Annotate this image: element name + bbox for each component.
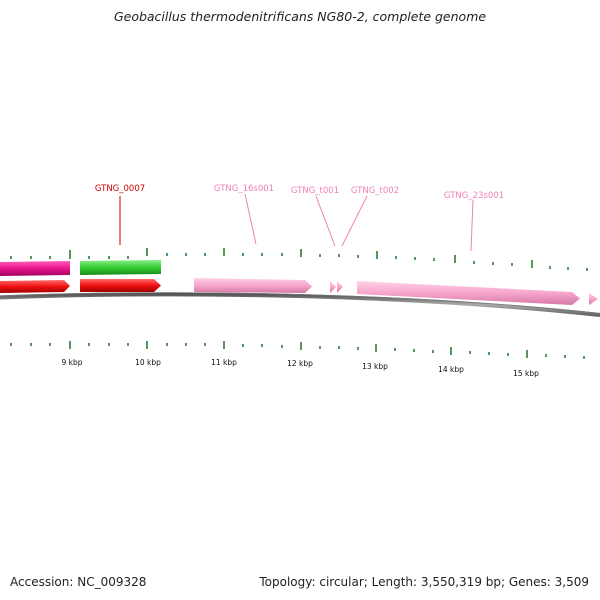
- scale-label-15kbp: 15 kbp: [513, 369, 539, 378]
- page-title: Geobacillus thermodenitrificans NG80-2, …: [113, 9, 487, 24]
- accession-text: Accession: NC_009328: [10, 575, 147, 589]
- upper-tick-track: [10, 248, 588, 271]
- scale-label-9kbp: 9 kbp: [61, 358, 82, 367]
- lower-tick-track: [10, 341, 585, 359]
- scale-label-10kbp: 10 kbp: [135, 358, 161, 367]
- gene-label-gtng-t002[interactable]: GTNG_t002: [351, 186, 399, 196]
- feature-green[interactable]: [80, 260, 161, 275]
- scale-label-14kbp: 14 kbp: [438, 365, 464, 374]
- genome-backbone: [0, 292, 600, 317]
- scale-label-11kbp: 11 kbp: [211, 358, 237, 367]
- gene-label-gtng-23s001[interactable]: GTNG_23s001: [444, 191, 504, 201]
- scale-label-13kbp: 13 kbp: [362, 362, 388, 371]
- gene-arrow-gtng-16s001[interactable]: [194, 278, 312, 293]
- gene-arrow-partial[interactable]: [589, 293, 598, 305]
- gene-arrow-gtng-23s001[interactable]: [357, 281, 580, 305]
- gene-arrow-gtng-0007[interactable]: [80, 279, 161, 292]
- scale-label-12kbp: 12 kbp: [287, 359, 313, 368]
- gene-label-gtng-t001[interactable]: GTNG_t001: [291, 186, 339, 196]
- gene-arrow-gtng-t001[interactable]: [330, 281, 336, 293]
- gene-arrow-gtng-t002[interactable]: [337, 281, 343, 293]
- gene-label-leaders: [119, 193, 474, 252]
- gene-label-gtng-16s001[interactable]: GTNG_16s001: [214, 184, 274, 194]
- gene-label-gtng-0007[interactable]: GTNG_0007: [95, 184, 145, 194]
- genome-summary-text: Topology: circular; Length: 3,550,319 bp…: [259, 575, 589, 589]
- gene-arrow-red[interactable]: [0, 280, 70, 293]
- feature-magenta[interactable]: [0, 261, 70, 276]
